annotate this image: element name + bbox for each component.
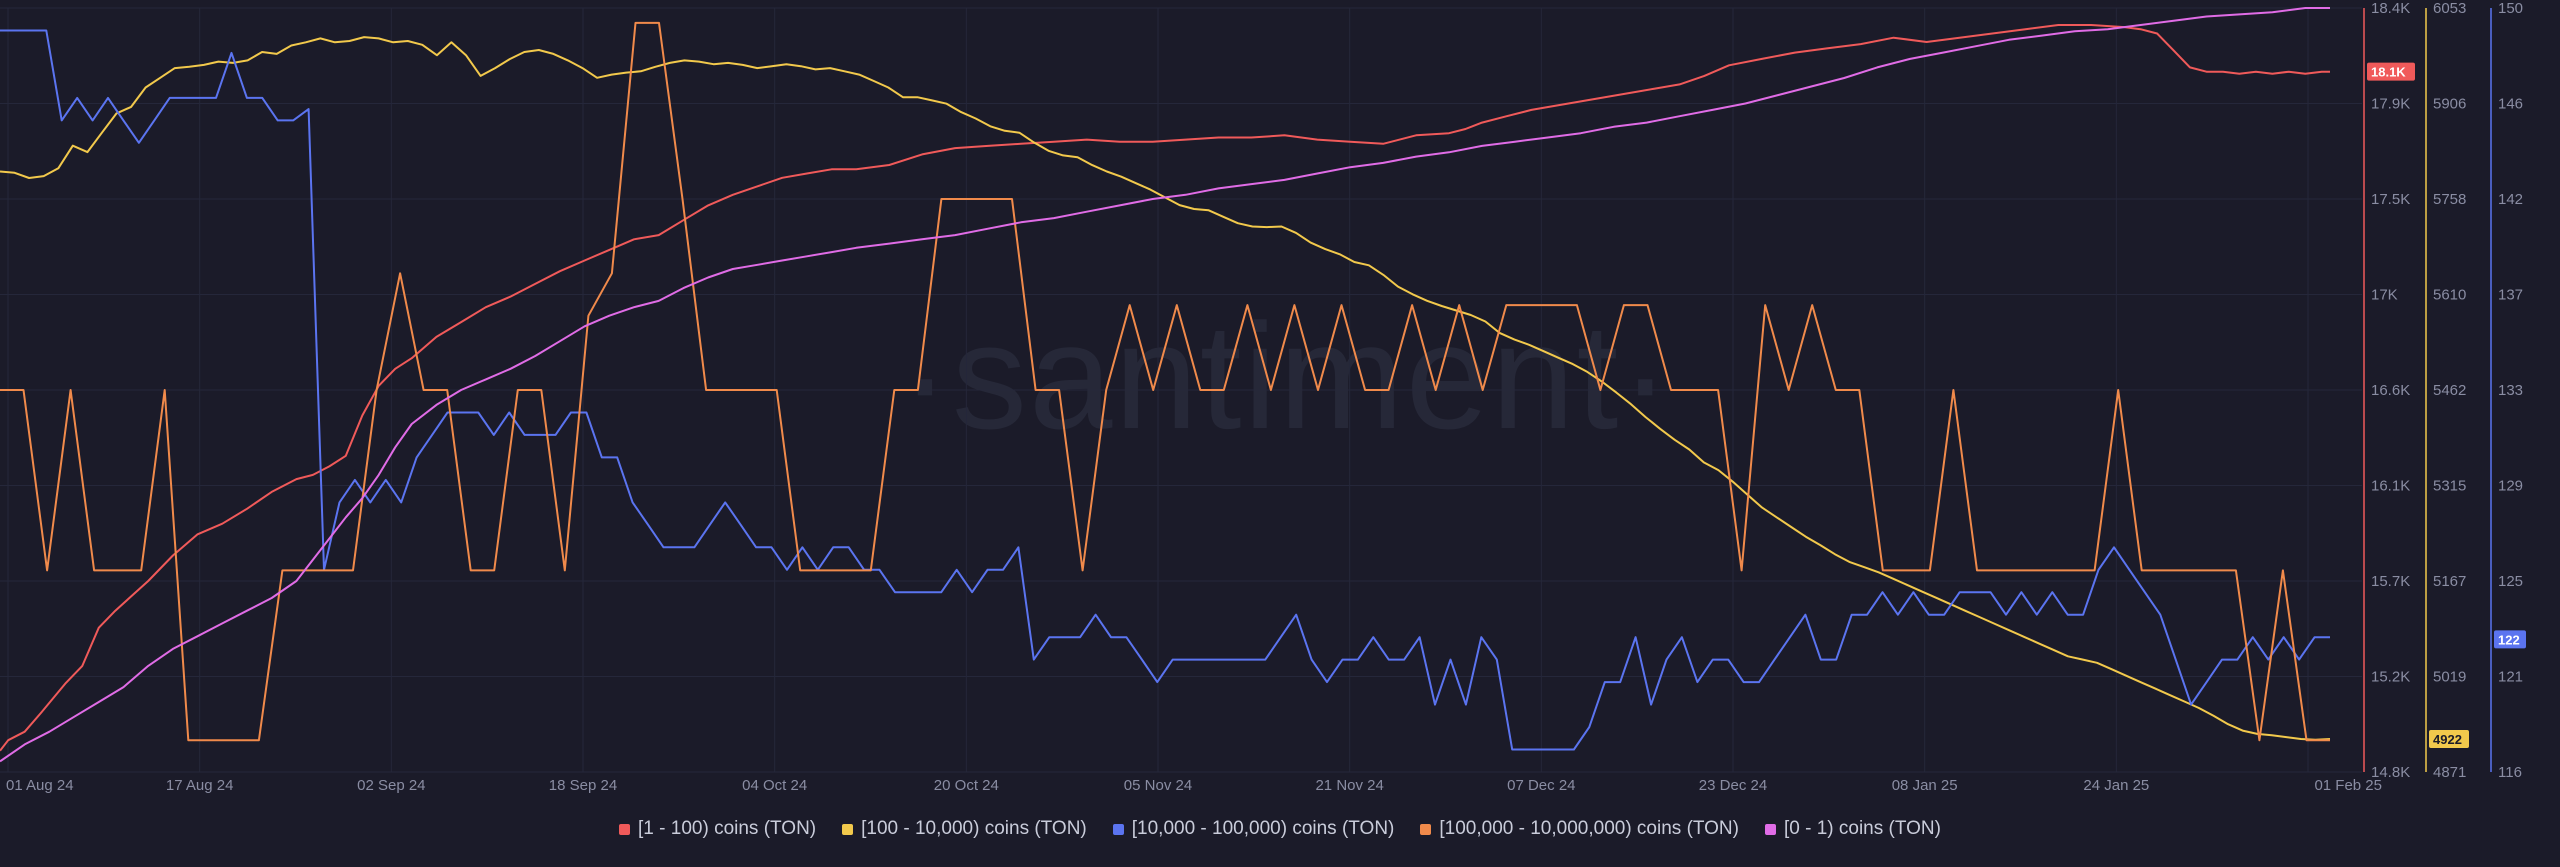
x-tick-label: 23 Dec 24 xyxy=(1699,777,1767,794)
legend-label: [100,000 - 10,000,000) coins (TON) xyxy=(1439,818,1739,839)
legend-item-4[interactable]: [0 - 1) coins (TON) xyxy=(1764,818,1941,840)
legend-label: [10,000 - 100,000) coins (TON) xyxy=(1131,818,1395,839)
axes: 01 Aug 24 17 Aug 24 02 Sep 24 18 Sep 24 04 O… xyxy=(6,0,2523,794)
yellow-axis-tick: 5167 xyxy=(2433,573,2466,590)
yellow-axis-tick: 4871 xyxy=(2433,764,2466,781)
x-tick-label: 05 Nov 24 xyxy=(1124,777,1192,794)
legend-item-0[interactable]: [1 - 100) coins (TON) xyxy=(619,818,816,840)
yellow-axis-tick: 5906 xyxy=(2433,96,2466,113)
blue-axis-tick: 146 xyxy=(2498,96,2523,113)
legend-swatch xyxy=(1420,823,1432,835)
red-axis-tick: 17.9K xyxy=(2371,96,2410,113)
legend-label: [100 - 10,000) coins (TON) xyxy=(861,818,1087,839)
blue-value-badge-text: 122 xyxy=(2498,632,2520,647)
series-line-0 xyxy=(0,24,2330,752)
yellow-value-badge-text: 4922 xyxy=(2433,732,2462,747)
series-line-2 xyxy=(0,29,2330,751)
blue-value-badge xyxy=(2494,630,2526,649)
red-axis-tick: 17.5K xyxy=(2371,191,2410,208)
x-tick-label: 01 Aug 24 xyxy=(6,777,74,794)
legend-swatch xyxy=(842,823,854,835)
legend-label: [0 - 1) coins (TON) xyxy=(1783,818,1941,839)
yellow-value-badge xyxy=(2429,730,2469,749)
red-value-badge-text: 18.1K xyxy=(2371,65,2406,80)
blue-axis-tick: 142 xyxy=(2498,191,2523,208)
red-axis-tick: 15.7K xyxy=(2371,573,2410,590)
x-tick-label: 21 Nov 24 xyxy=(1315,777,1383,794)
x-tick-label: 04 Oct 24 xyxy=(742,777,807,794)
yellow-axis-tick: 5019 xyxy=(2433,669,2466,686)
x-tick-label: 17 Aug 24 xyxy=(166,777,234,794)
legend: [1 - 100) coins (TON) [100 - 10,000) coin… xyxy=(0,818,2560,840)
yellow-axis-tick: 5315 xyxy=(2433,478,2466,495)
x-tick-label: 20 Oct 24 xyxy=(934,777,999,794)
yellow-axis-tick: 5610 xyxy=(2433,287,2466,304)
blue-axis-tick: 129 xyxy=(2498,478,2523,495)
red-axis-tick: 14.8K xyxy=(2371,764,2410,781)
legend-swatch xyxy=(619,823,631,835)
red-value-badge xyxy=(2367,62,2415,81)
legend-item-1[interactable]: [100 - 10,000) coins (TON) xyxy=(842,818,1087,840)
yellow-axis-tick: 6053 xyxy=(2433,0,2466,17)
x-tick-label: 02 Sep 24 xyxy=(357,777,425,794)
red-axis-tick: 16.6K xyxy=(2371,382,2410,399)
red-axis-tick: 18.4K xyxy=(2371,0,2410,17)
blue-axis-tick: 137 xyxy=(2498,287,2523,304)
blue-axis-tick: 116 xyxy=(2498,764,2522,781)
grid xyxy=(0,7,2362,773)
legend-item-2[interactable]: [10,000 - 100,000) coins (TON) xyxy=(1112,818,1395,840)
x-tick-label: 24 Jan 25 xyxy=(2083,777,2149,794)
red-axis-tick: 15.2K xyxy=(2371,669,2410,686)
legend-swatch xyxy=(1112,823,1124,835)
yellow-axis-tick: 5758 xyxy=(2433,191,2466,208)
x-tick-label: 01 Feb 25 xyxy=(2314,777,2382,794)
blue-axis-tick: 150 xyxy=(2498,0,2523,17)
blue-axis-tick: 133 xyxy=(2498,382,2523,399)
series-line-3 xyxy=(0,21,2330,742)
blue-axis-tick: 121 xyxy=(2498,669,2523,686)
legend-item-3[interactable]: [100,000 - 10,000,000) coins (TON) xyxy=(1420,818,1739,840)
value-badges: 18.1K 4922 122 xyxy=(2367,62,2526,749)
x-tick-label: 07 Dec 24 xyxy=(1507,777,1575,794)
watermark: ·santiment· xyxy=(900,292,1672,460)
legend-label: [1 - 100) coins (TON) xyxy=(638,818,817,839)
legend-swatch xyxy=(1764,823,1776,835)
red-axis-tick: 17K xyxy=(2371,287,2398,304)
series-line-4 xyxy=(0,7,2330,763)
blue-axis-tick: 125 xyxy=(2498,573,2523,590)
series-lines xyxy=(0,7,2331,763)
x-tick-label: 18 Sep 24 xyxy=(549,777,617,794)
x-tick-label: 08 Jan 25 xyxy=(1892,777,1958,794)
red-axis-tick: 16.1K xyxy=(2371,478,2410,495)
yellow-axis-tick: 5462 xyxy=(2433,382,2466,399)
